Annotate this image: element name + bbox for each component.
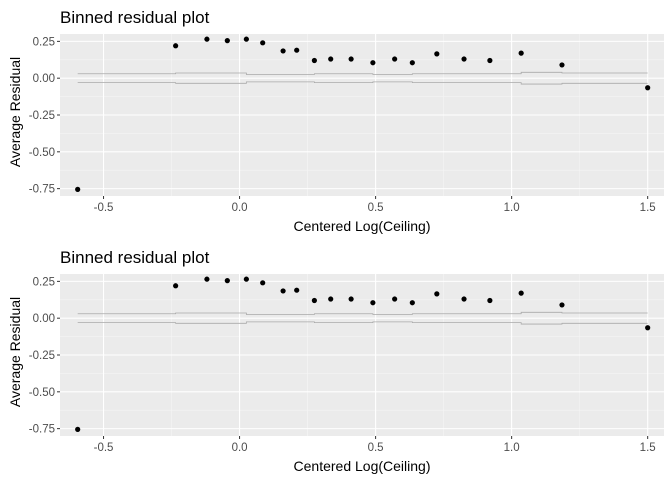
lower-bound-line	[77, 321, 648, 325]
data-point	[434, 51, 440, 57]
data-point	[518, 50, 524, 56]
data-point	[409, 60, 415, 66]
y-tick-label: 0.25	[33, 36, 55, 48]
x-tick-label: 0.0	[232, 442, 248, 454]
data-point	[328, 296, 334, 302]
data-point	[370, 60, 376, 66]
chart-panel-2: Binned residual plot Average Residual Ce…	[7, 248, 664, 474]
y-axis-label-1: Average Residual	[7, 57, 23, 167]
data-point	[260, 280, 266, 286]
data-point	[173, 43, 179, 49]
data-points-1	[75, 36, 651, 192]
upper-bound-line	[77, 311, 648, 315]
data-point	[311, 297, 317, 304]
data-point	[645, 325, 651, 331]
data-point	[260, 40, 266, 46]
data-point	[224, 278, 230, 284]
x-ticks-1: -0.5 0.0 0.5 1.0 1.5	[94, 196, 656, 214]
data-point	[559, 302, 565, 308]
y-tick-label: 0.00	[33, 313, 55, 325]
data-point	[75, 426, 81, 432]
x-tick-label: 1.0	[504, 442, 520, 454]
data-point	[518, 290, 524, 296]
chart-panel-1: Binned residual plot Average Residual Ce…	[7, 8, 664, 234]
error-bounds-1	[77, 71, 648, 85]
y-tick-label: 0.00	[33, 73, 55, 85]
chart-title-2: Binned residual plot	[60, 248, 210, 267]
data-point	[204, 276, 210, 282]
y-tick-label: 0.25	[33, 276, 55, 288]
data-point	[348, 56, 354, 62]
x-tick-label: -0.5	[94, 202, 114, 214]
y-tick-label: -0.25	[29, 110, 55, 122]
data-points-2	[75, 276, 651, 432]
x-axis-label-1: Centered Log(Ceiling)	[294, 218, 431, 234]
gridlines-2	[60, 274, 664, 436]
data-point	[559, 62, 565, 68]
chart-title-1: Binned residual plot	[60, 8, 210, 27]
data-point	[487, 57, 493, 64]
y-ticks-2: -0.75 -0.50 -0.25 0.00 0.25	[29, 276, 60, 436]
data-point	[224, 38, 230, 44]
data-point	[370, 300, 376, 306]
gridlines-1	[60, 34, 664, 196]
data-point	[173, 283, 179, 289]
data-point	[311, 57, 317, 64]
data-point	[243, 276, 249, 282]
y-tick-label: -0.25	[29, 350, 55, 362]
x-tick-label: -0.5	[94, 442, 114, 454]
x-tick-label: 0.0	[232, 202, 248, 214]
data-point	[348, 296, 354, 302]
y-tick-label: -0.75	[29, 424, 55, 436]
x-tick-label: 0.5	[368, 442, 384, 454]
data-point	[280, 48, 286, 54]
y-ticks-1: -0.75 -0.50 -0.25 0.00 0.25	[29, 36, 60, 196]
data-point	[392, 56, 398, 62]
data-point	[487, 297, 493, 304]
data-point	[461, 56, 467, 62]
y-tick-label: -0.75	[29, 184, 55, 196]
x-ticks-2: -0.5 0.0 0.5 1.0 1.5	[94, 436, 656, 454]
x-axis-label-2: Centered Log(Ceiling)	[294, 458, 431, 474]
data-point	[645, 85, 651, 91]
data-point	[243, 36, 249, 42]
x-tick-label: 1.5	[640, 202, 656, 214]
data-point	[392, 296, 398, 302]
x-tick-label: 1.5	[640, 442, 656, 454]
data-point	[409, 300, 415, 306]
y-tick-label: -0.50	[29, 387, 55, 399]
data-point	[434, 291, 440, 297]
x-tick-label: 1.0	[504, 202, 520, 214]
y-axis-label-2: Average Residual	[7, 297, 23, 407]
x-tick-label: 0.5	[368, 202, 384, 214]
data-point	[204, 36, 210, 42]
y-tick-label: -0.50	[29, 147, 55, 159]
error-bounds-2	[77, 311, 648, 325]
data-point	[294, 47, 300, 53]
upper-bound-line	[77, 71, 648, 75]
data-point	[461, 296, 467, 302]
data-point	[294, 287, 300, 293]
data-point	[75, 186, 81, 192]
lower-bound-line	[77, 81, 648, 85]
data-point	[280, 288, 286, 294]
data-point	[328, 56, 334, 62]
